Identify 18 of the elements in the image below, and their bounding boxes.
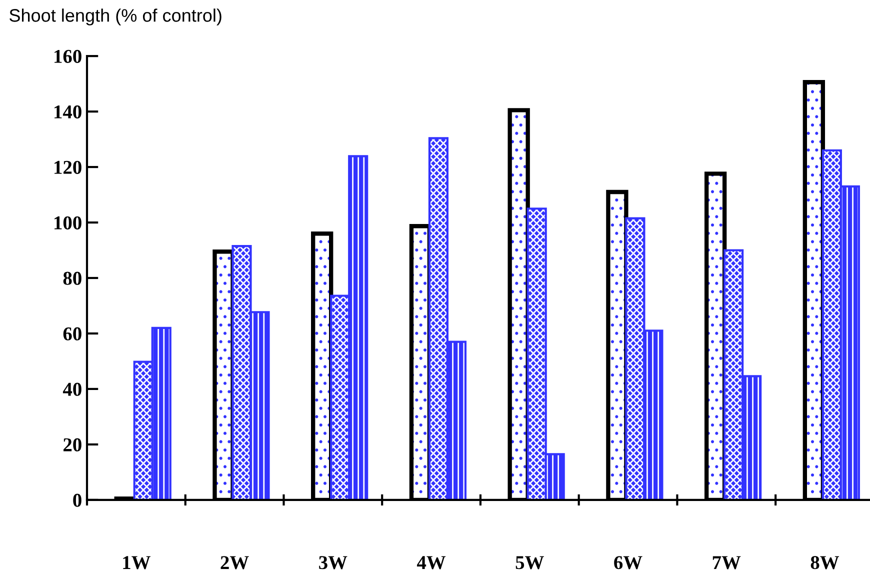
x-tick-label: 6W <box>614 556 642 570</box>
x-tick-label: 3W <box>319 556 348 570</box>
y-tick-label: 140 <box>54 105 82 118</box>
y-tick-label: 20 <box>64 438 82 452</box>
y-axis-title: Shoot length (% of control) <box>10 8 222 26</box>
x-tick-label: 2W <box>220 556 249 570</box>
y-tick-label: 120 <box>54 160 82 174</box>
x-tick-label: 7W <box>712 556 741 570</box>
x-tick-label: 8W <box>810 556 840 570</box>
y-tick-label: 40 <box>62 382 82 396</box>
y-tick-label: 100 <box>54 216 82 230</box>
x-tick-label: 1W <box>123 556 150 570</box>
y-tick-label: 80 <box>63 272 82 285</box>
x-tick-label: 5W <box>516 556 544 570</box>
y-tick-label: 0 <box>73 494 82 507</box>
x-tick-label: 4W <box>416 556 446 570</box>
y-tick-label: 160 <box>54 50 82 63</box>
y-tick-label: 60 <box>63 327 82 340</box>
